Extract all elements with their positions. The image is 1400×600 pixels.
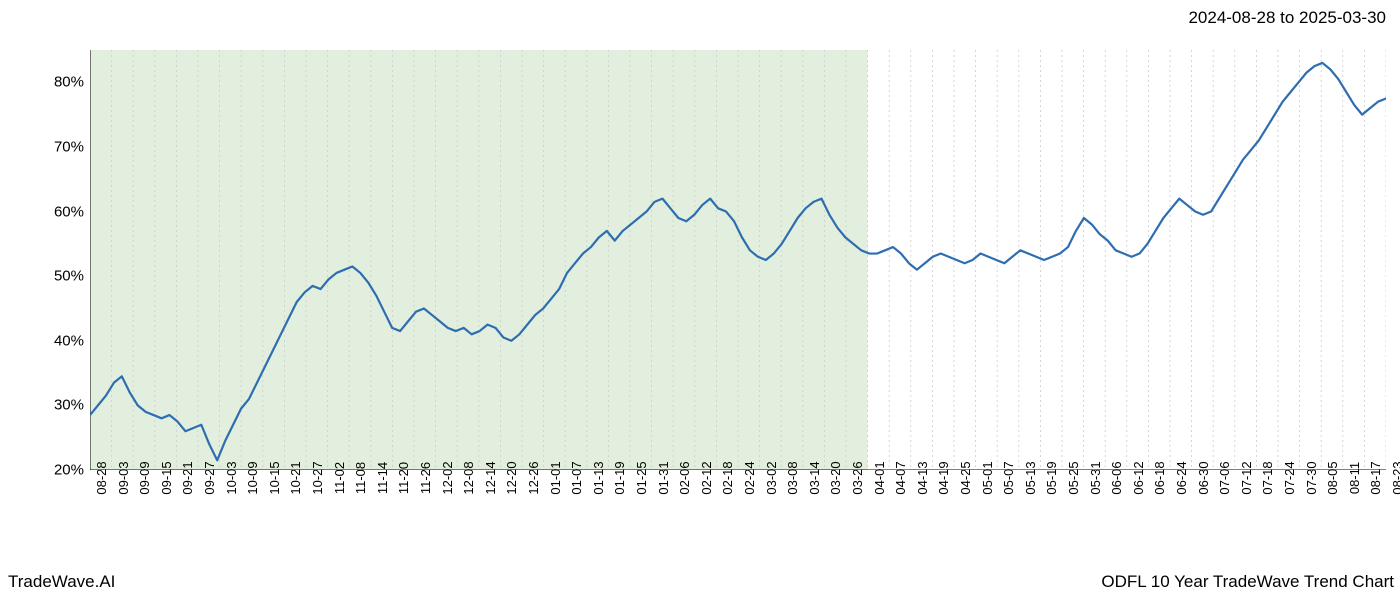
x-tick-label: 05-31 [1088, 461, 1103, 494]
x-tick-label: 09-03 [116, 461, 131, 494]
y-tick-label: 30% [54, 397, 84, 414]
x-tick-label: 04-19 [936, 461, 951, 494]
x-tick-label: 11-14 [375, 462, 390, 494]
x-tick-label: 11-26 [418, 462, 433, 494]
x-tick-label: 07-18 [1260, 461, 1275, 494]
x-tick-label: 12-26 [526, 461, 541, 494]
x-tick-label: 09-09 [137, 461, 152, 494]
y-tick-label: 80% [54, 74, 84, 91]
brand-label: TradeWave.AI [8, 572, 115, 592]
x-tick-label: 10-09 [245, 461, 260, 494]
x-tick-label: 03-20 [828, 461, 843, 494]
trend-chart [90, 50, 1386, 470]
date-range-label: 2024-08-28 to 2025-03-30 [1188, 8, 1386, 28]
x-tick-label: 02-06 [677, 461, 692, 494]
x-tick-label: 12-08 [461, 461, 476, 494]
x-tick-label: 12-02 [440, 461, 455, 494]
x-tick-label: 06-12 [1131, 461, 1146, 494]
x-tick-label: 03-08 [785, 461, 800, 494]
x-tick-label: 01-25 [634, 461, 649, 494]
x-tick-label: 05-19 [1044, 461, 1059, 494]
x-tick-label: 05-13 [1023, 461, 1038, 494]
x-tick-label: 01-01 [548, 461, 563, 494]
y-tick-label: 60% [54, 203, 84, 220]
x-tick-label: 12-14 [483, 461, 498, 494]
x-tick-label: 06-24 [1174, 461, 1189, 494]
y-tick-label: 70% [54, 138, 84, 155]
x-tick-label: 10-21 [288, 461, 303, 494]
x-tick-label: 12-20 [504, 461, 519, 494]
x-tick-label: 04-01 [872, 461, 887, 494]
x-tick-label: 07-12 [1239, 461, 1254, 494]
x-tick-label: 07-24 [1282, 461, 1297, 494]
x-tick-label: 10-27 [310, 461, 325, 494]
x-tick-label: 09-21 [180, 461, 195, 494]
x-tick-label: 02-18 [720, 461, 735, 494]
x-tick-label: 03-26 [850, 461, 865, 494]
x-tick-label: 03-14 [807, 461, 822, 494]
y-tick-label: 20% [54, 462, 84, 479]
x-tick-label: 06-30 [1196, 461, 1211, 494]
x-tick-label: 03-02 [764, 461, 779, 494]
x-tick-label: 08-05 [1325, 461, 1340, 494]
y-tick-label: 40% [54, 332, 84, 349]
x-tick-label: 01-13 [591, 461, 606, 494]
x-tick-label: 09-15 [159, 461, 174, 494]
x-tick-label: 05-01 [980, 461, 995, 494]
x-tick-label: 10-03 [224, 461, 239, 494]
x-tick-label: 05-07 [1001, 461, 1016, 494]
x-tick-label: 06-06 [1109, 461, 1124, 494]
chart-container [90, 50, 1386, 470]
x-tick-label: 10-15 [267, 461, 282, 494]
x-tick-label: 04-13 [915, 461, 930, 494]
x-tick-label: 02-12 [699, 461, 714, 494]
x-tick-label: 06-18 [1152, 461, 1167, 494]
x-tick-label: 11-20 [396, 462, 411, 494]
x-tick-label: 01-31 [656, 461, 671, 494]
x-tick-label: 01-07 [569, 461, 584, 494]
x-tick-label: 02-24 [742, 461, 757, 494]
x-tick-label: 07-06 [1217, 461, 1232, 494]
x-tick-label: 05-25 [1066, 461, 1081, 494]
y-tick-label: 50% [54, 268, 84, 285]
x-tick-label: 04-07 [893, 461, 908, 494]
x-tick-label: 09-27 [202, 461, 217, 494]
x-tick-label: 11-08 [353, 462, 368, 494]
x-tick-label: 08-17 [1368, 461, 1383, 494]
x-tick-label: 11-02 [332, 462, 347, 494]
chart-title: ODFL 10 Year TradeWave Trend Chart [1101, 572, 1394, 592]
x-tick-label: 08-28 [94, 461, 109, 494]
x-tick-label: 07-30 [1304, 461, 1319, 494]
x-tick-label: 08-23 [1390, 461, 1400, 494]
x-tick-label: 01-19 [612, 461, 627, 494]
x-tick-label: 04-25 [958, 461, 973, 494]
x-tick-label: 08-11 [1347, 462, 1362, 494]
